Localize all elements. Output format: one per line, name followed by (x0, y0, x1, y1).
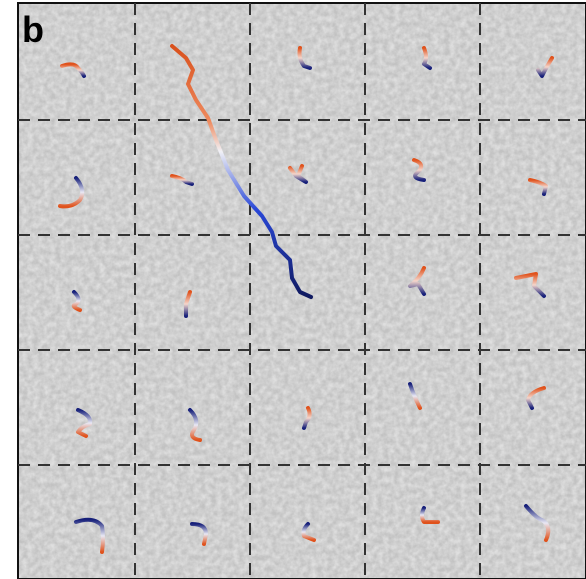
trajectory (74, 517, 105, 554)
trajectory (170, 44, 313, 299)
trajectory (190, 522, 208, 546)
grid (18, 3, 586, 579)
panel-label: b (22, 9, 44, 50)
trajectories (58, 44, 554, 554)
trajectory (422, 46, 432, 70)
trajectory (301, 522, 316, 542)
trajectory (188, 408, 202, 442)
trajectory (288, 164, 308, 184)
trajectory (526, 386, 546, 410)
trajectory (528, 178, 548, 196)
frame (17, 2, 586, 579)
trajectory (71, 290, 82, 312)
trajectory (524, 504, 551, 542)
trajectory (60, 62, 86, 78)
trajectory (58, 176, 85, 209)
trajectory (514, 272, 546, 298)
trajectory (302, 406, 312, 430)
trajectory (297, 46, 312, 70)
trajectory (170, 174, 194, 186)
trajectory (536, 56, 554, 78)
trajectory (412, 158, 426, 182)
trajectory (76, 408, 93, 438)
trajectory (408, 382, 422, 410)
trajectory (184, 290, 192, 318)
trajectory (408, 266, 426, 296)
trajectory (420, 506, 440, 524)
